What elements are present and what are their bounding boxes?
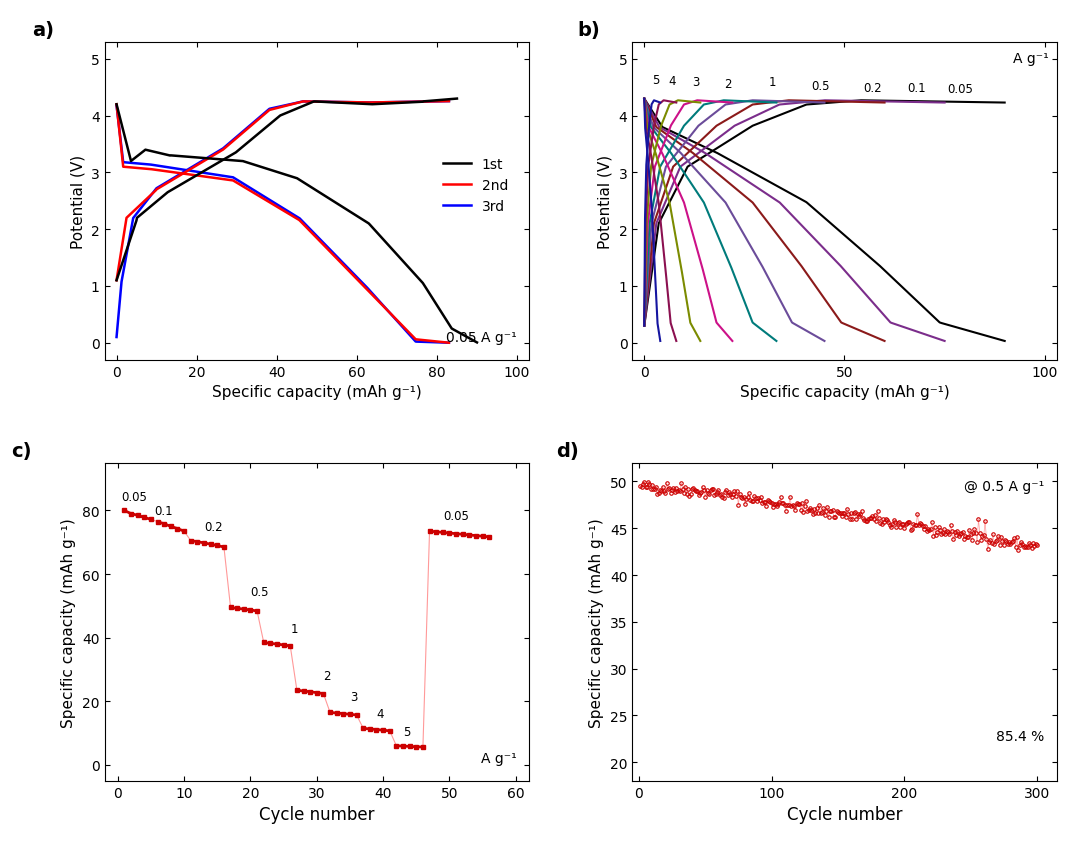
Text: 0.2: 0.2	[863, 82, 882, 95]
Text: 0.05 A g⁻¹: 0.05 A g⁻¹	[446, 331, 516, 344]
X-axis label: Cycle number: Cycle number	[786, 805, 902, 823]
X-axis label: Specific capacity (mAh g⁻¹): Specific capacity (mAh g⁻¹)	[740, 385, 949, 400]
Text: A g⁻¹: A g⁻¹	[481, 751, 516, 765]
Text: 0.5: 0.5	[251, 585, 269, 598]
Text: @ 0.5 A g⁻¹: @ 0.5 A g⁻¹	[963, 479, 1044, 493]
Text: 5: 5	[403, 725, 410, 738]
X-axis label: Cycle number: Cycle number	[259, 805, 375, 823]
Legend: 1st, 2nd, 3rd: 1st, 2nd, 3rd	[437, 152, 514, 219]
Y-axis label: Potential (V): Potential (V)	[70, 154, 85, 248]
Text: 0.05: 0.05	[443, 509, 469, 522]
Text: c): c)	[11, 441, 31, 460]
Text: 0.5: 0.5	[811, 79, 829, 93]
Y-axis label: Specific capacity (mAh g⁻¹): Specific capacity (mAh g⁻¹)	[590, 517, 605, 727]
Text: 0.05: 0.05	[121, 490, 147, 503]
Text: 0.05: 0.05	[947, 83, 973, 96]
Text: 85.4 %: 85.4 %	[996, 728, 1044, 743]
Text: 1: 1	[291, 622, 298, 636]
Y-axis label: Specific capacity (mAh g⁻¹): Specific capacity (mAh g⁻¹)	[62, 517, 77, 727]
Text: 2: 2	[725, 78, 732, 91]
Text: 2: 2	[323, 669, 330, 683]
Text: 3: 3	[350, 690, 357, 703]
Text: A g⁻¹: A g⁻¹	[1013, 52, 1049, 66]
Text: 3: 3	[692, 76, 700, 89]
Text: 1: 1	[769, 76, 777, 89]
Text: 4: 4	[669, 75, 676, 88]
Text: 0.1: 0.1	[154, 504, 173, 517]
Text: d): d)	[556, 441, 579, 460]
Text: 4: 4	[377, 707, 384, 721]
X-axis label: Specific capacity (mAh g⁻¹): Specific capacity (mAh g⁻¹)	[212, 385, 421, 400]
Text: 5: 5	[652, 74, 660, 87]
Text: a): a)	[32, 20, 54, 40]
Text: 0.1: 0.1	[907, 82, 926, 95]
Y-axis label: Potential (V): Potential (V)	[598, 154, 613, 248]
Text: b): b)	[577, 20, 599, 40]
Text: 0.2: 0.2	[204, 520, 222, 533]
